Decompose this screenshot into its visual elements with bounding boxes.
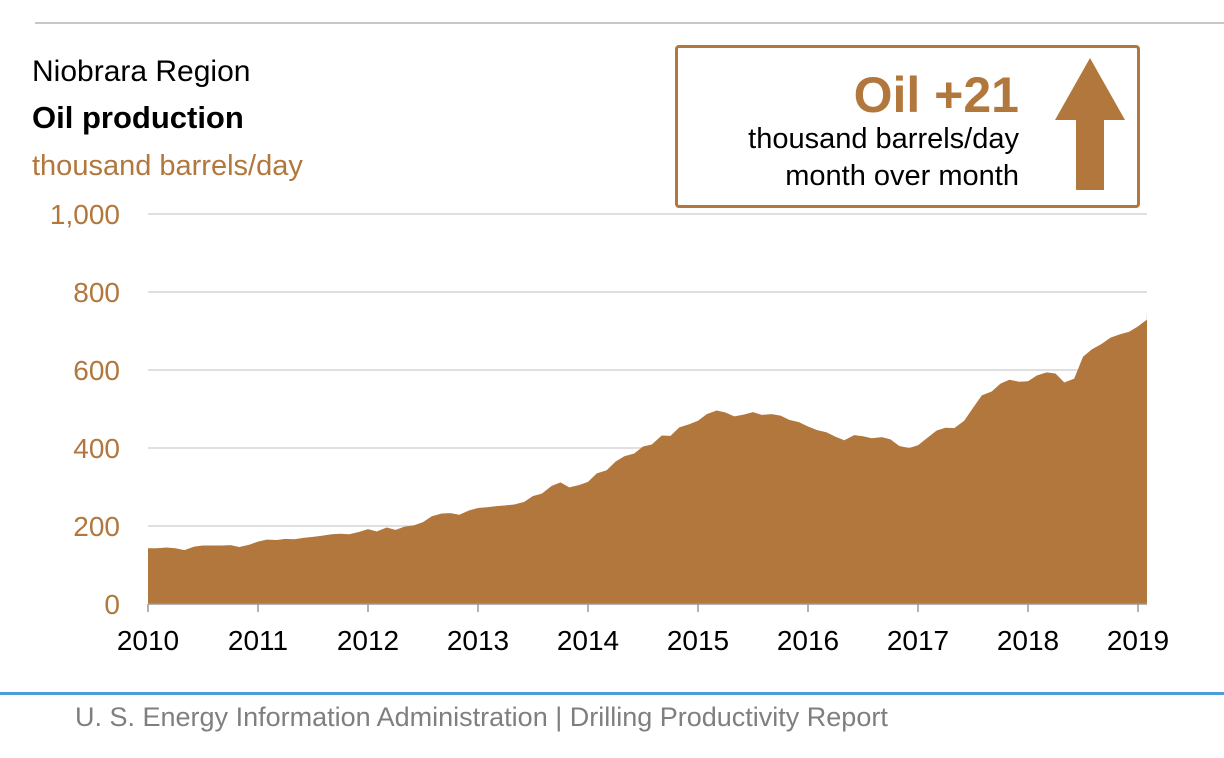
chart-title: Oil production	[32, 100, 244, 135]
change-callout: Oil +21 thousand barrels/day month over …	[675, 45, 1140, 208]
x-tick-label: 2013	[447, 625, 509, 656]
x-tick-label: 2012	[337, 625, 399, 656]
top-rule	[35, 22, 1224, 24]
y-tick-label: 1,000	[50, 199, 120, 230]
y-tick-label: 400	[73, 433, 120, 464]
x-tick-label: 2010	[117, 625, 179, 656]
up-arrow-icon	[1055, 58, 1125, 190]
x-tick-label: 2018	[997, 625, 1059, 656]
footer-rule	[0, 692, 1224, 695]
y-tick-label: 0	[104, 589, 120, 620]
x-tick-label: 2015	[667, 625, 729, 656]
x-tick-label: 2011	[228, 625, 288, 656]
unit-label: thousand barrels/day	[32, 150, 303, 182]
x-tick-label: 2019	[1107, 625, 1169, 656]
production-area	[148, 311, 1147, 604]
x-tick-label: 2017	[887, 625, 949, 656]
oil-production-chart: 0 200 400 600 800 1,000 2010 2011 2012 2013 2014 20…	[50, 199, 1169, 656]
y-tick-label: 200	[73, 511, 120, 542]
footer-source: U. S. Energy Information Administration …	[75, 702, 888, 732]
x-tick-label: 2014	[557, 625, 619, 656]
callout-unit: thousand barrels/day	[748, 123, 1019, 155]
callout-period: month over month	[785, 160, 1019, 192]
callout-value: Oil +21	[853, 67, 1019, 123]
region-label: Niobrara Region	[32, 55, 251, 88]
y-tick-label: 800	[73, 277, 120, 308]
x-tick-label: 2016	[777, 625, 839, 656]
y-tick-label: 600	[73, 355, 120, 386]
